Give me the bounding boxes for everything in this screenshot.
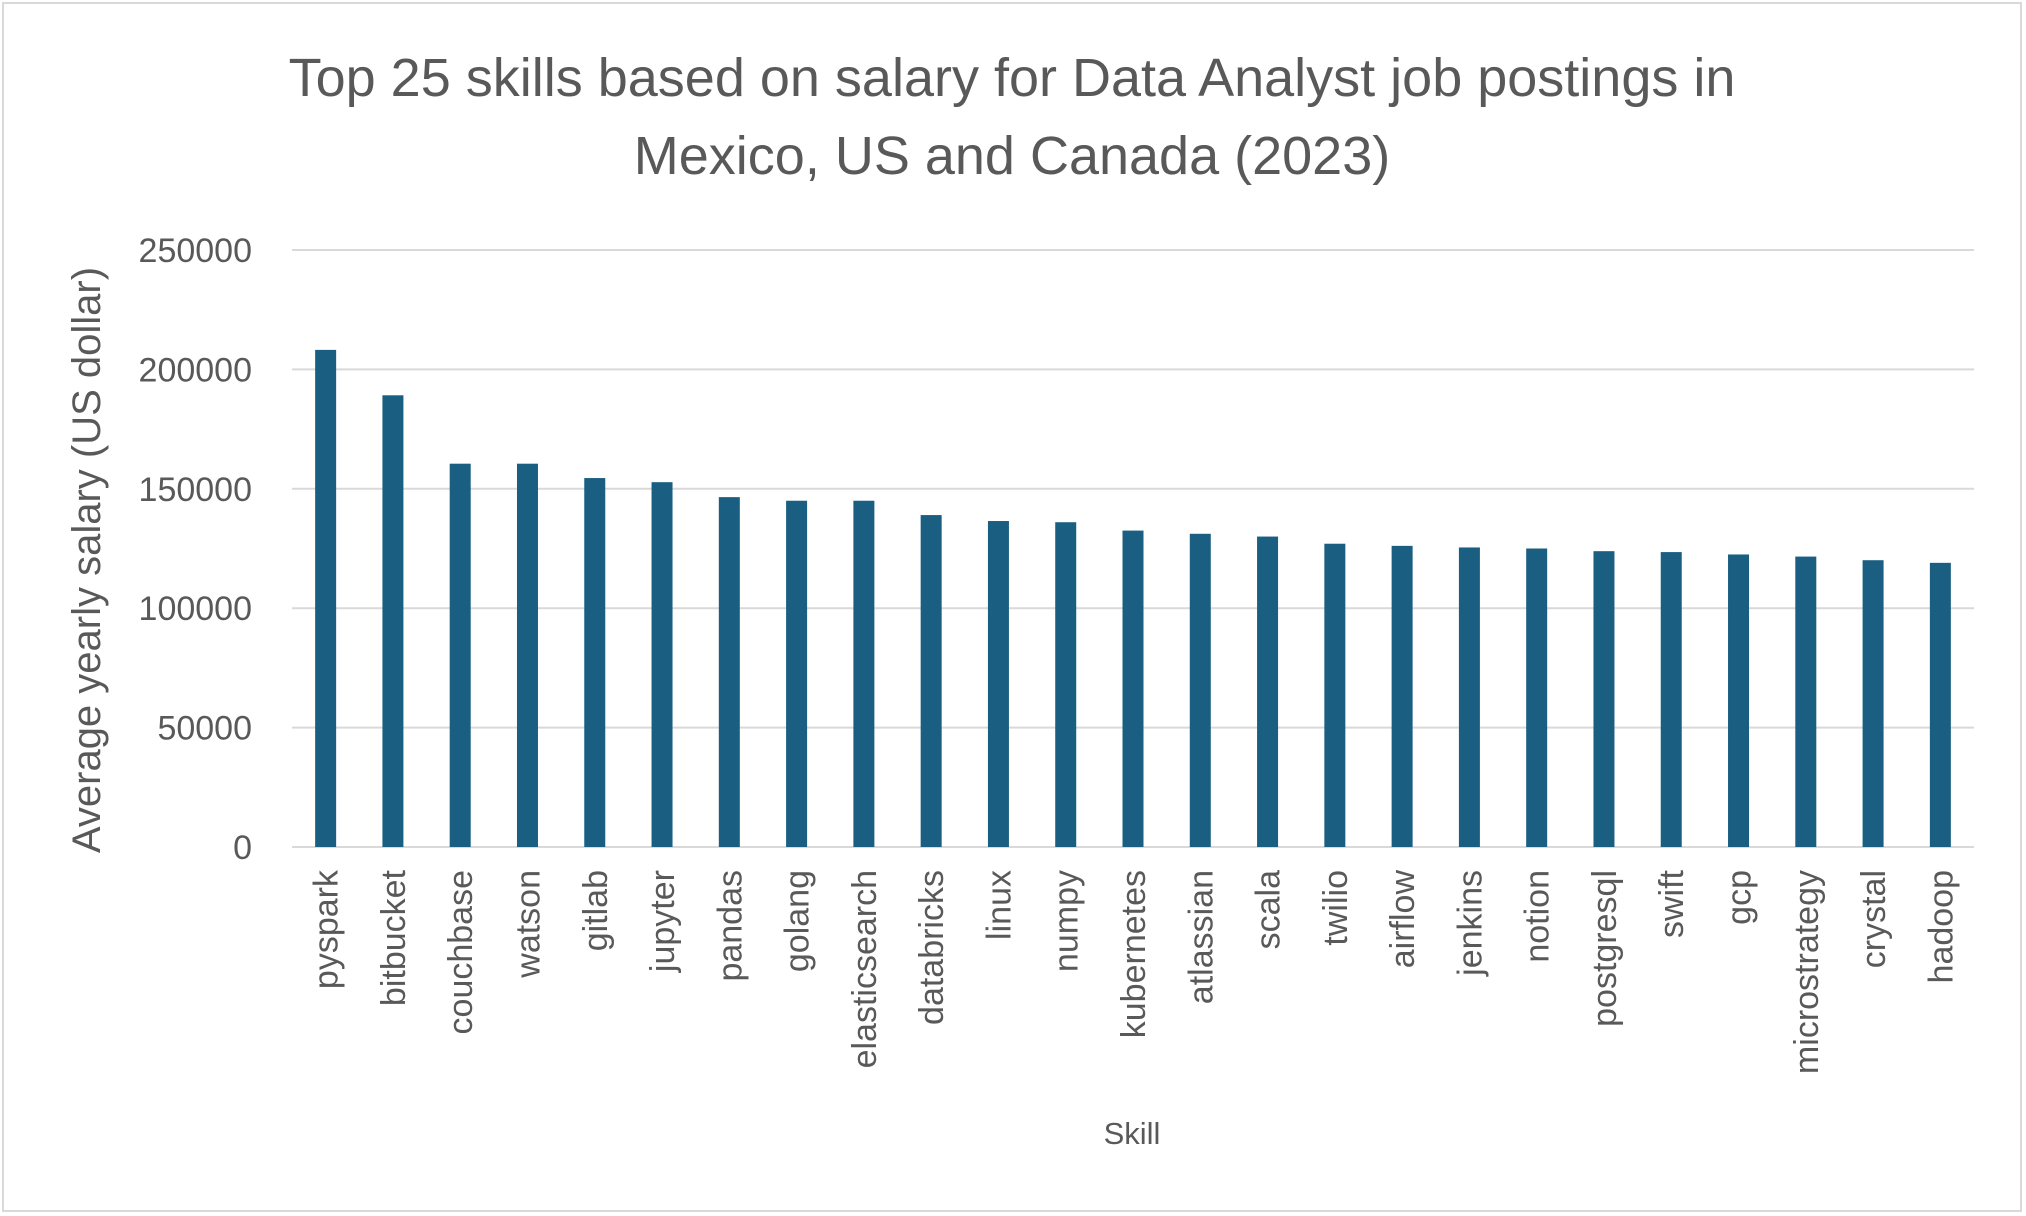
bar-bitbucket [382, 395, 404, 847]
bar-scala [1257, 536, 1279, 847]
bar-twilio [1324, 543, 1346, 847]
bar-airflow [1391, 545, 1413, 847]
y-axis-title: Average yearly salary (US dollar) [65, 267, 109, 853]
y-tick-label: 200000 [139, 351, 252, 389]
bar-databricks [920, 515, 942, 847]
x-tick-label-linux: linux [980, 870, 1018, 940]
x-tick-label-microstrategy: microstrategy [1788, 870, 1826, 1074]
x-tick-label-pandas: pandas [711, 870, 749, 982]
bar-kubernetes [1122, 530, 1144, 847]
bar-jupyter [651, 482, 673, 847]
x-tick-label-watson: watson [509, 870, 547, 979]
x-tick-label-databricks: databricks [913, 870, 951, 1025]
gridlines [292, 249, 1974, 848]
x-tick-label-jupyter: jupyter [644, 870, 682, 973]
bar-swift [1660, 552, 1682, 847]
chart-title: Top 25 skills based on salary for Data A… [289, 48, 1736, 186]
bar-notion [1526, 548, 1548, 847]
bar-atlassian [1189, 533, 1211, 847]
x-tick-label-pyspark: pyspark [308, 869, 346, 989]
bar-pandas [718, 497, 740, 847]
x-tick-label-gitlab: gitlab [577, 870, 615, 951]
bar-watson [516, 463, 538, 847]
x-tick-label-numpy: numpy [1048, 870, 1086, 972]
bar-postgresql [1593, 551, 1615, 847]
x-tick-label-postgresql: postgresql [1586, 870, 1624, 1027]
bar-elasticsearch [853, 500, 875, 847]
x-tick-label-bitbucket: bitbucket [375, 869, 413, 1006]
x-tick-label-notion: notion [1519, 870, 1557, 963]
chart-title-line-2: Mexico, US and Canada (2023) [634, 126, 1390, 186]
x-tick-label-swift: swift [1653, 869, 1691, 938]
y-tick-label: 250000 [139, 232, 252, 270]
x-tick-label-atlassian: atlassian [1182, 870, 1220, 1004]
x-tick-label-elasticsearch: elasticsearch [846, 870, 884, 1068]
bar-numpy [1055, 522, 1077, 847]
x-tick-label-jenkins: jenkins [1451, 870, 1489, 977]
x-tick-label-kubernetes: kubernetes [1115, 870, 1153, 1038]
y-axis-ticks: 0 50000 100000 150000 200000 250000 [139, 232, 252, 867]
x-tick-label-crystal: crystal [1855, 870, 1893, 968]
bar-couchbase [449, 463, 471, 847]
x-axis-title: Skill [1104, 1116, 1161, 1151]
bar-linux [987, 521, 1009, 847]
x-tick-label-golang: golang [779, 870, 817, 972]
chart-title-line-1: Top 25 skills based on salary for Data A… [289, 48, 1736, 108]
y-tick-label: 0 [233, 829, 252, 867]
bar-jenkins [1458, 547, 1480, 847]
x-tick-label-couchbase: couchbase [442, 870, 480, 1034]
x-tick-label-scala: scala [1250, 870, 1288, 949]
x-tick-label-gcp: gcp [1721, 870, 1759, 925]
x-tick-label-airflow: airflow [1384, 870, 1422, 969]
bar-gcp [1728, 554, 1750, 847]
y-tick-label: 50000 [157, 710, 252, 748]
bar-golang [786, 500, 808, 847]
y-tick-label: 100000 [139, 590, 252, 628]
bar-gitlab [584, 478, 606, 847]
bar-pyspark [315, 349, 337, 847]
bar-hadoop [1929, 562, 1951, 847]
x-tick-label-twilio: twilio [1317, 870, 1355, 946]
bars [315, 349, 1951, 847]
x-axis-ticks: pyspark bitbucket couchbase watson gitlab jup… [308, 869, 1961, 1074]
x-tick-label-hadoop: hadoop [1922, 870, 1960, 983]
bar-crystal [1862, 560, 1884, 847]
bar-microstrategy [1795, 556, 1817, 847]
y-tick-label: 150000 [139, 471, 252, 509]
